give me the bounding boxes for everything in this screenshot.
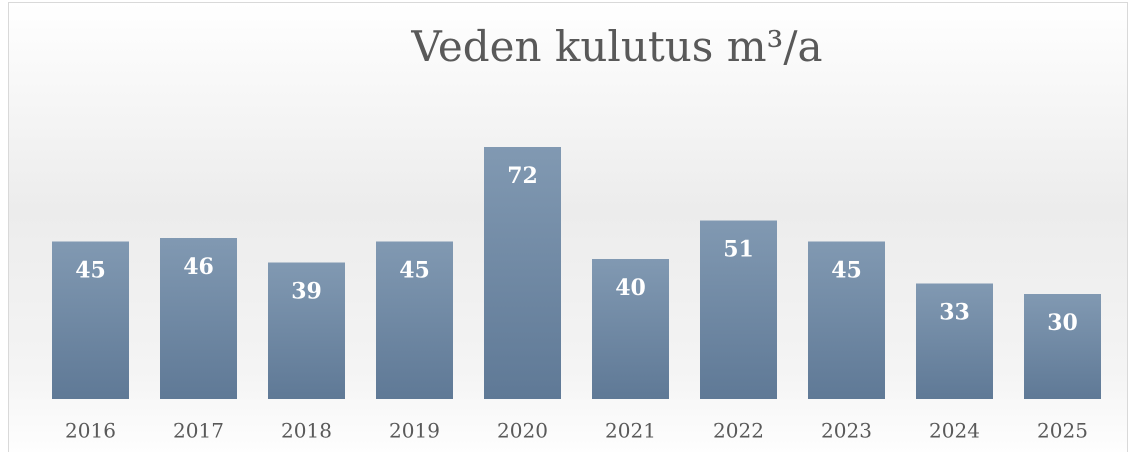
data-label: 39 (291, 279, 322, 305)
x-tick-label: 2017 (173, 419, 224, 443)
x-tick-label: 2020 (497, 419, 548, 443)
x-tick-label: 2023 (821, 419, 872, 443)
x-tick-label: 2025 (1037, 419, 1088, 443)
bar (160, 238, 237, 399)
data-label: 40 (615, 275, 646, 301)
bar (808, 241, 885, 399)
data-label: 51 (723, 237, 754, 263)
x-tick-label: 2016 (65, 419, 116, 443)
data-label: 45 (75, 258, 106, 284)
bar (916, 283, 993, 399)
x-tick-label: 2019 (389, 419, 440, 443)
bar (376, 241, 453, 399)
x-tick-label: 2022 (713, 419, 764, 443)
bar (52, 241, 129, 399)
bar (484, 147, 561, 399)
data-label: 45 (399, 258, 430, 284)
data-label: 45 (831, 258, 862, 284)
data-label: 33 (939, 300, 970, 326)
bar (592, 259, 669, 399)
data-label: 72 (507, 163, 538, 189)
x-tick-label: 2024 (929, 419, 980, 443)
data-label: 46 (183, 254, 214, 280)
x-tick-label: 2018 (281, 419, 332, 443)
bar (1024, 294, 1101, 399)
bar (268, 262, 345, 399)
data-label: 30 (1047, 310, 1078, 336)
bar (700, 220, 777, 399)
x-tick-label: 2021 (605, 419, 656, 443)
chart-title: Veden kulutus m³/a (410, 22, 822, 71)
